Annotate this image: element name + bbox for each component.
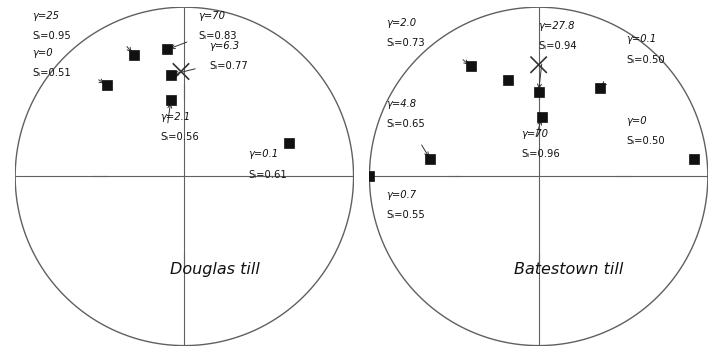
Text: Sᵢ=0.96: Sᵢ=0.96 <box>522 149 560 159</box>
Text: γ=6.3: γ=6.3 <box>210 41 240 51</box>
Text: γ=2.0: γ=2.0 <box>386 18 416 27</box>
Text: Sᵢ=0.73: Sᵢ=0.73 <box>386 38 425 48</box>
Text: γ=27.8: γ=27.8 <box>539 21 575 31</box>
Text: γ=4.8: γ=4.8 <box>386 99 416 109</box>
Text: Sᵢ=0.51: Sᵢ=0.51 <box>32 68 71 78</box>
Text: Sᵢ=0.56: Sᵢ=0.56 <box>161 132 200 143</box>
Text: γ=0.1: γ=0.1 <box>249 149 279 159</box>
Text: γ=25: γ=25 <box>32 11 59 21</box>
Text: γ=70: γ=70 <box>522 129 549 139</box>
Text: γ=2.1: γ=2.1 <box>161 112 191 122</box>
Text: γ=0.7: γ=0.7 <box>386 190 416 200</box>
Text: γ=0: γ=0 <box>32 48 53 58</box>
Text: γ=70: γ=70 <box>198 11 225 21</box>
Text: Sᵢ=0.77: Sᵢ=0.77 <box>210 61 249 71</box>
Text: γ=0: γ=0 <box>627 116 647 126</box>
Text: Sᵢ=0.83: Sᵢ=0.83 <box>198 31 236 41</box>
Text: Sᵢ=0.50: Sᵢ=0.50 <box>627 55 665 64</box>
Text: Sᵢ=0.94: Sᵢ=0.94 <box>539 41 577 51</box>
Text: Douglas till: Douglas till <box>170 262 260 277</box>
Text: Sᵢ=0.50: Sᵢ=0.50 <box>627 136 665 146</box>
Text: Batestown till: Batestown till <box>514 262 624 277</box>
Text: Sᵢ=0.55: Sᵢ=0.55 <box>386 210 425 220</box>
Text: Sᵢ=0.95: Sᵢ=0.95 <box>32 31 71 41</box>
Text: γ=0.1: γ=0.1 <box>627 35 656 44</box>
Text: Sᵢ=0.61: Sᵢ=0.61 <box>249 170 288 180</box>
Text: Sᵢ=0.65: Sᵢ=0.65 <box>386 119 425 129</box>
